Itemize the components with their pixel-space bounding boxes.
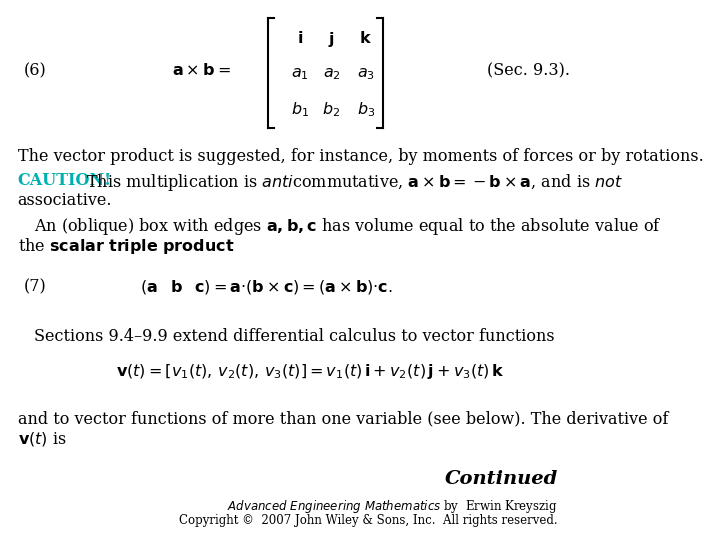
Text: $b_3$: $b_3$ xyxy=(356,100,375,119)
Text: An (oblique) box with edges $\mathbf{a, b, c}$ has volume equal to the absolute : An (oblique) box with edges $\mathbf{a, … xyxy=(34,216,661,237)
Text: This multiplication is $\mathit{anti}$commutative, $\mathbf{a} \times \mathbf{b}: This multiplication is $\mathit{anti}$co… xyxy=(81,172,624,193)
Text: $\mathbf{v}(t)$ is: $\mathbf{v}(t)$ is xyxy=(17,430,66,448)
Text: $(\mathbf{a} \;\;\; \mathbf{b} \;\;\; \mathbf{c}) = \mathbf{a}{\cdot}(\mathbf{b}: $(\mathbf{a} \;\;\; \mathbf{b} \;\;\; \m… xyxy=(140,278,392,296)
Text: CAUTION!: CAUTION! xyxy=(17,172,112,189)
Text: $a_2$: $a_2$ xyxy=(323,65,341,82)
Text: $\mathbf{v}(t) = [v_1(t),\, v_2(t),\, v_3(t)] = v_1(t)\,\mathbf{i} + v_2(t)\,\ma: $\mathbf{v}(t) = [v_1(t),\, v_2(t),\, v_… xyxy=(116,362,504,381)
Text: The vector product is suggested, for instance, by moments of forces or by rotati: The vector product is suggested, for ins… xyxy=(17,148,703,165)
Text: $b_2$: $b_2$ xyxy=(323,100,341,119)
Text: (6): (6) xyxy=(24,62,47,79)
Text: Copyright ©  2007 John Wiley & Sons, Inc.  All rights reserved.: Copyright © 2007 John Wiley & Sons, Inc.… xyxy=(179,514,557,527)
Text: associative.: associative. xyxy=(17,192,112,209)
Text: Continued: Continued xyxy=(444,470,557,488)
Text: $\mathbf{a} \times \mathbf{b} =$: $\mathbf{a} \times \mathbf{b} =$ xyxy=(172,62,230,79)
Text: $\mathbf{k}$: $\mathbf{k}$ xyxy=(359,30,372,47)
Text: Sections 9.4–9.9 extend differential calculus to vector functions: Sections 9.4–9.9 extend differential cal… xyxy=(34,328,554,345)
Text: (7): (7) xyxy=(24,278,47,295)
Text: (Sec. 9.3).: (Sec. 9.3). xyxy=(487,62,570,79)
Text: $\mathbf{j}$: $\mathbf{j}$ xyxy=(328,30,335,49)
Text: $\mathit{Advanced\ Engineering\ Mathematics}$ by  Erwin Kreyszig: $\mathit{Advanced\ Engineering\ Mathemat… xyxy=(227,498,557,515)
Text: $a_1$: $a_1$ xyxy=(292,65,310,82)
Text: $b_1$: $b_1$ xyxy=(292,100,310,119)
Text: the $\mathbf{scalar\ triple\ product}$: the $\mathbf{scalar\ triple\ product}$ xyxy=(17,236,234,256)
Text: $a_3$: $a_3$ xyxy=(357,65,375,82)
Text: and to vector functions of more than one variable (see below). The derivative of: and to vector functions of more than one… xyxy=(17,410,668,427)
Text: $\mathbf{i}$: $\mathbf{i}$ xyxy=(297,30,303,47)
